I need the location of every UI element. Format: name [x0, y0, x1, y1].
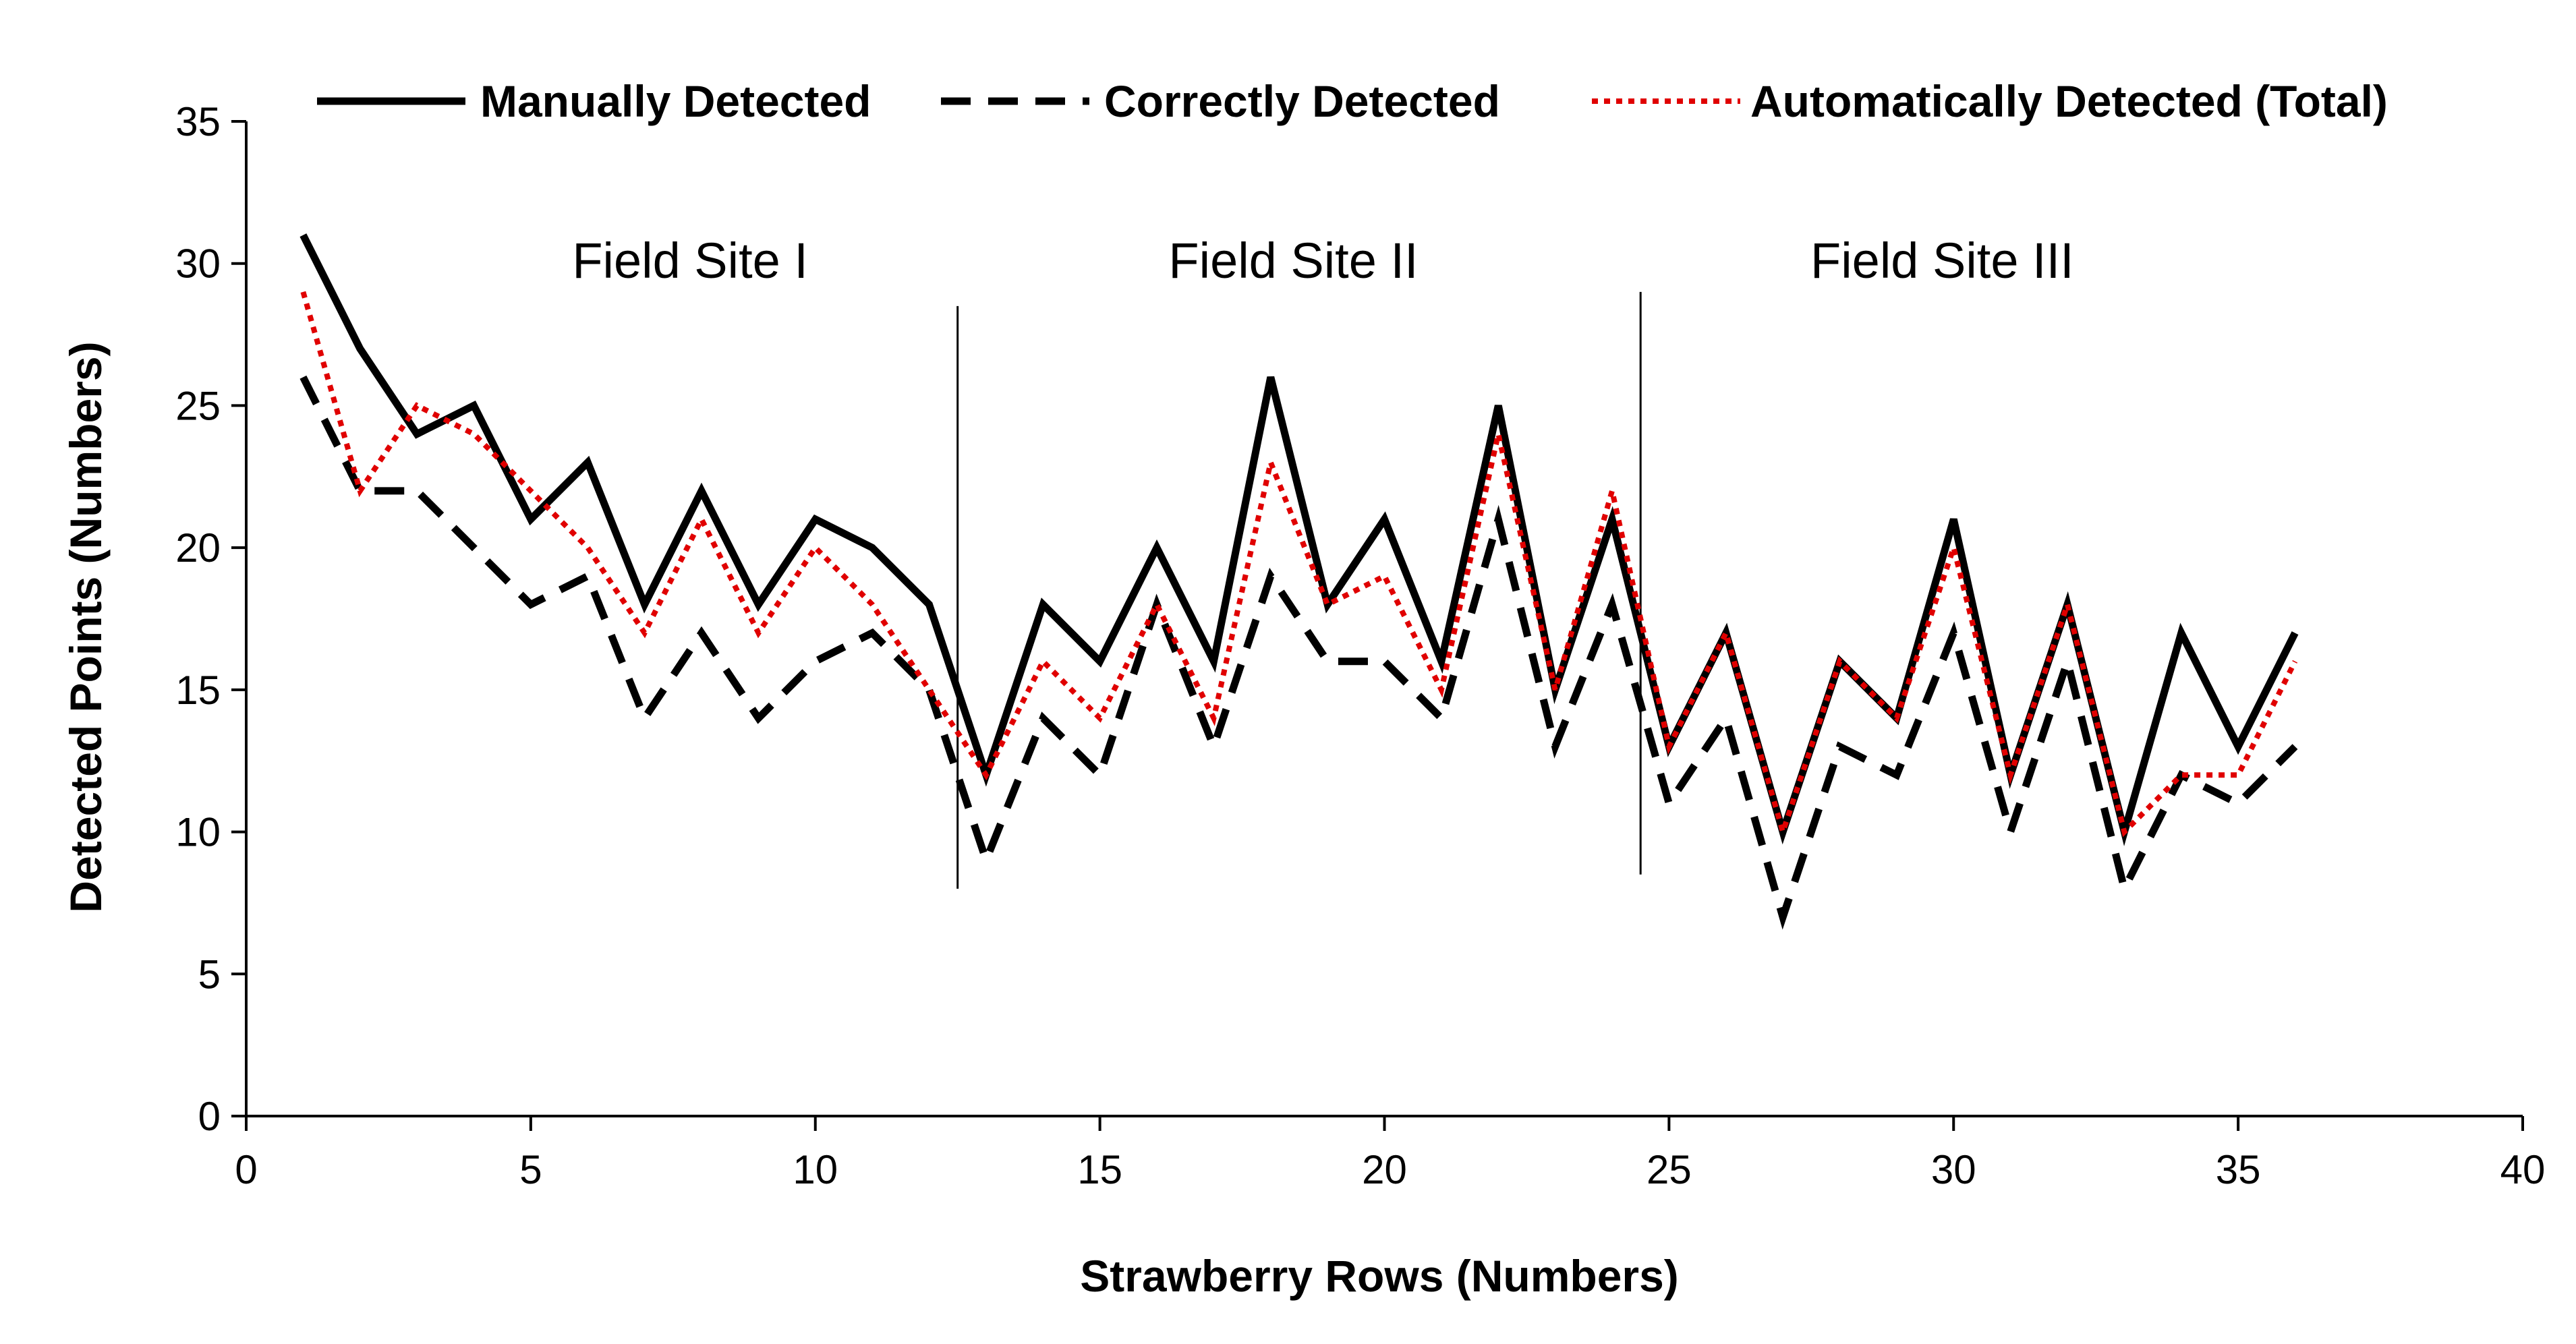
x-tick-label: 20 [1362, 1147, 1407, 1192]
x-tick-label: 30 [1931, 1147, 1976, 1192]
y-tick-label: 10 [175, 810, 221, 855]
field-site-label: Field Site I [572, 233, 808, 289]
legend-label: Automatically Detected (Total) [1750, 76, 2388, 126]
y-tick-label: 35 [175, 99, 221, 144]
field-site-separators [956, 291, 1642, 889]
y-axis-title: Detected Points (Numbers) [61, 341, 111, 912]
legend: Manually Detected Correctly Detected Autom… [317, 76, 2388, 126]
legend-label: Manually Detected [480, 76, 871, 126]
y-tick-label: 5 [198, 952, 221, 997]
x-tick-label: 15 [1077, 1147, 1122, 1192]
series-line-automatically-detected-total [300, 291, 2298, 842]
x-axis-title: Strawberry Rows (Numbers) [1080, 1251, 1679, 1301]
axes: 0 5 10 15 20 25 30 35 0 5 10 15 20 25 30 35 40 [175, 99, 2545, 1192]
data-series [299, 233, 2299, 930]
y-tick-label: 15 [175, 668, 221, 713]
x-tick-label: 35 [2216, 1147, 2261, 1192]
field-site-label: Field Site III [1810, 233, 2074, 289]
y-tick-label: 30 [175, 241, 221, 287]
field-site-label: Field Site II [1168, 233, 1418, 289]
x-tick-label: 25 [1647, 1147, 1692, 1192]
x-tick-label: 5 [519, 1147, 542, 1192]
x-tick-label: 0 [235, 1147, 257, 1192]
series-line-correctly-detected [299, 375, 2298, 930]
field-site-annotations: Field Site I Field Site II Field Site III [572, 233, 2073, 289]
y-tick-label: 0 [198, 1094, 221, 1139]
y-tick-label: 20 [175, 525, 221, 571]
x-tick-label: 40 [2500, 1147, 2546, 1192]
y-tick-label: 25 [175, 383, 221, 428]
series-line-manually-detected [299, 233, 2299, 846]
legend-label: Correctly Detected [1104, 76, 1500, 126]
x-tick-label: 10 [793, 1147, 838, 1192]
